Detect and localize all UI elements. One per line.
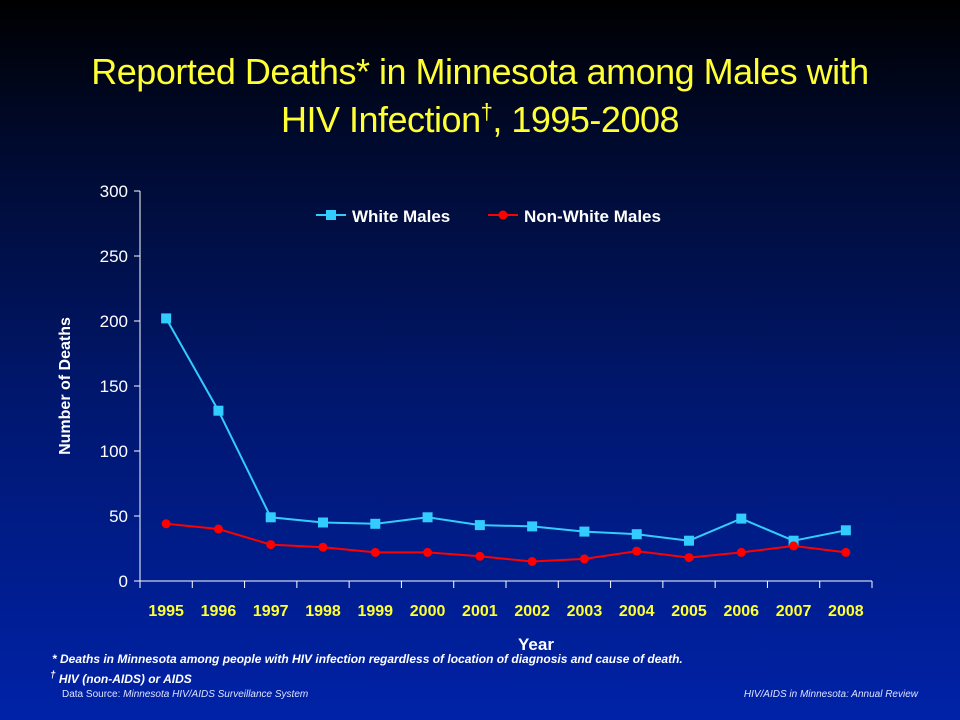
x-tick-label: 1999 xyxy=(357,603,393,620)
footnote-dagger-mark: † xyxy=(50,670,56,681)
y-tick-label: 100 xyxy=(100,442,128,461)
data-point xyxy=(579,526,590,537)
legend-label: Non-White Males xyxy=(524,207,661,226)
data-point xyxy=(579,554,589,564)
data-point xyxy=(475,551,485,561)
y-tick-label: 300 xyxy=(100,182,128,201)
title-main: Reported Deaths* in Minnesota among Male… xyxy=(91,51,869,140)
y-axis-title: Number of Deaths xyxy=(57,317,74,455)
x-tick-label: 2000 xyxy=(410,603,446,620)
y-tick-label: 0 xyxy=(119,572,128,591)
x-tick-label: 1996 xyxy=(201,603,237,620)
data-point xyxy=(736,547,746,557)
data-point xyxy=(161,313,172,324)
data-source-text: Minnesota HIV/AIDS Surveillance System xyxy=(123,689,309,700)
data-source: Data Source: Minnesota HIV/AIDS Surveill… xyxy=(62,689,308,700)
page-title: Reported Deaths* in Minnesota among Male… xyxy=(60,52,900,140)
x-tick-label: 2001 xyxy=(462,603,498,620)
data-point xyxy=(423,547,433,557)
data-source-label: Data Source: xyxy=(62,689,121,700)
data-point xyxy=(631,529,642,540)
y-tick-label: 200 xyxy=(100,312,128,331)
data-point xyxy=(736,513,747,524)
footnote-star: * Deaths in Minnesota among people with … xyxy=(52,652,683,666)
data-point xyxy=(788,535,799,546)
y-tick-label: 50 xyxy=(109,507,128,526)
title-years: , 1995-2008 xyxy=(492,99,680,140)
x-tick-label: 2002 xyxy=(514,603,550,620)
data-point xyxy=(266,540,276,550)
series-2 xyxy=(161,519,851,566)
series-1 xyxy=(161,313,851,546)
x-axis-title: Year xyxy=(518,635,554,654)
x-tick-label: 1998 xyxy=(305,603,341,620)
x-tick-label: 2005 xyxy=(671,603,707,620)
legend-marker xyxy=(326,210,336,220)
data-point xyxy=(527,557,537,566)
data-point xyxy=(370,547,380,557)
legend-label: White Males xyxy=(352,207,450,226)
y-tick-label: 150 xyxy=(100,377,128,396)
data-point xyxy=(318,517,328,528)
x-tick-label: 2004 xyxy=(619,603,655,620)
footnote-dagger-text: HIV (non-AIDS) or AIDS xyxy=(58,672,192,686)
x-tick-label: 2007 xyxy=(776,603,812,620)
data-point xyxy=(213,524,223,534)
data-point xyxy=(213,405,224,416)
report-title: HIV/AIDS in Minnesota: Annual Review xyxy=(743,689,918,700)
data-point xyxy=(684,535,694,546)
data-point xyxy=(527,521,538,532)
x-tick-label: 1995 xyxy=(148,603,184,620)
x-tick-label: 2006 xyxy=(723,603,759,620)
series-line xyxy=(165,317,847,542)
data-point xyxy=(474,520,485,531)
title-dagger: † xyxy=(480,99,493,124)
data-point xyxy=(840,525,851,536)
legend-marker xyxy=(498,210,508,220)
data-point xyxy=(161,519,171,529)
x-tick-label: 2003 xyxy=(567,603,603,620)
data-point xyxy=(318,542,328,552)
x-tick-label: 1997 xyxy=(253,603,289,620)
data-point xyxy=(841,547,851,557)
series-line xyxy=(166,522,846,563)
data-point xyxy=(370,518,381,529)
y-tick-label: 250 xyxy=(100,247,128,266)
data-point xyxy=(422,512,433,523)
footnote-dagger: † HIV (non-AIDS) or AIDS xyxy=(50,670,192,686)
x-tick-label: 2008 xyxy=(828,603,864,620)
data-point xyxy=(265,512,276,523)
data-point xyxy=(632,546,642,556)
data-point xyxy=(789,541,799,551)
data-point xyxy=(684,553,694,563)
